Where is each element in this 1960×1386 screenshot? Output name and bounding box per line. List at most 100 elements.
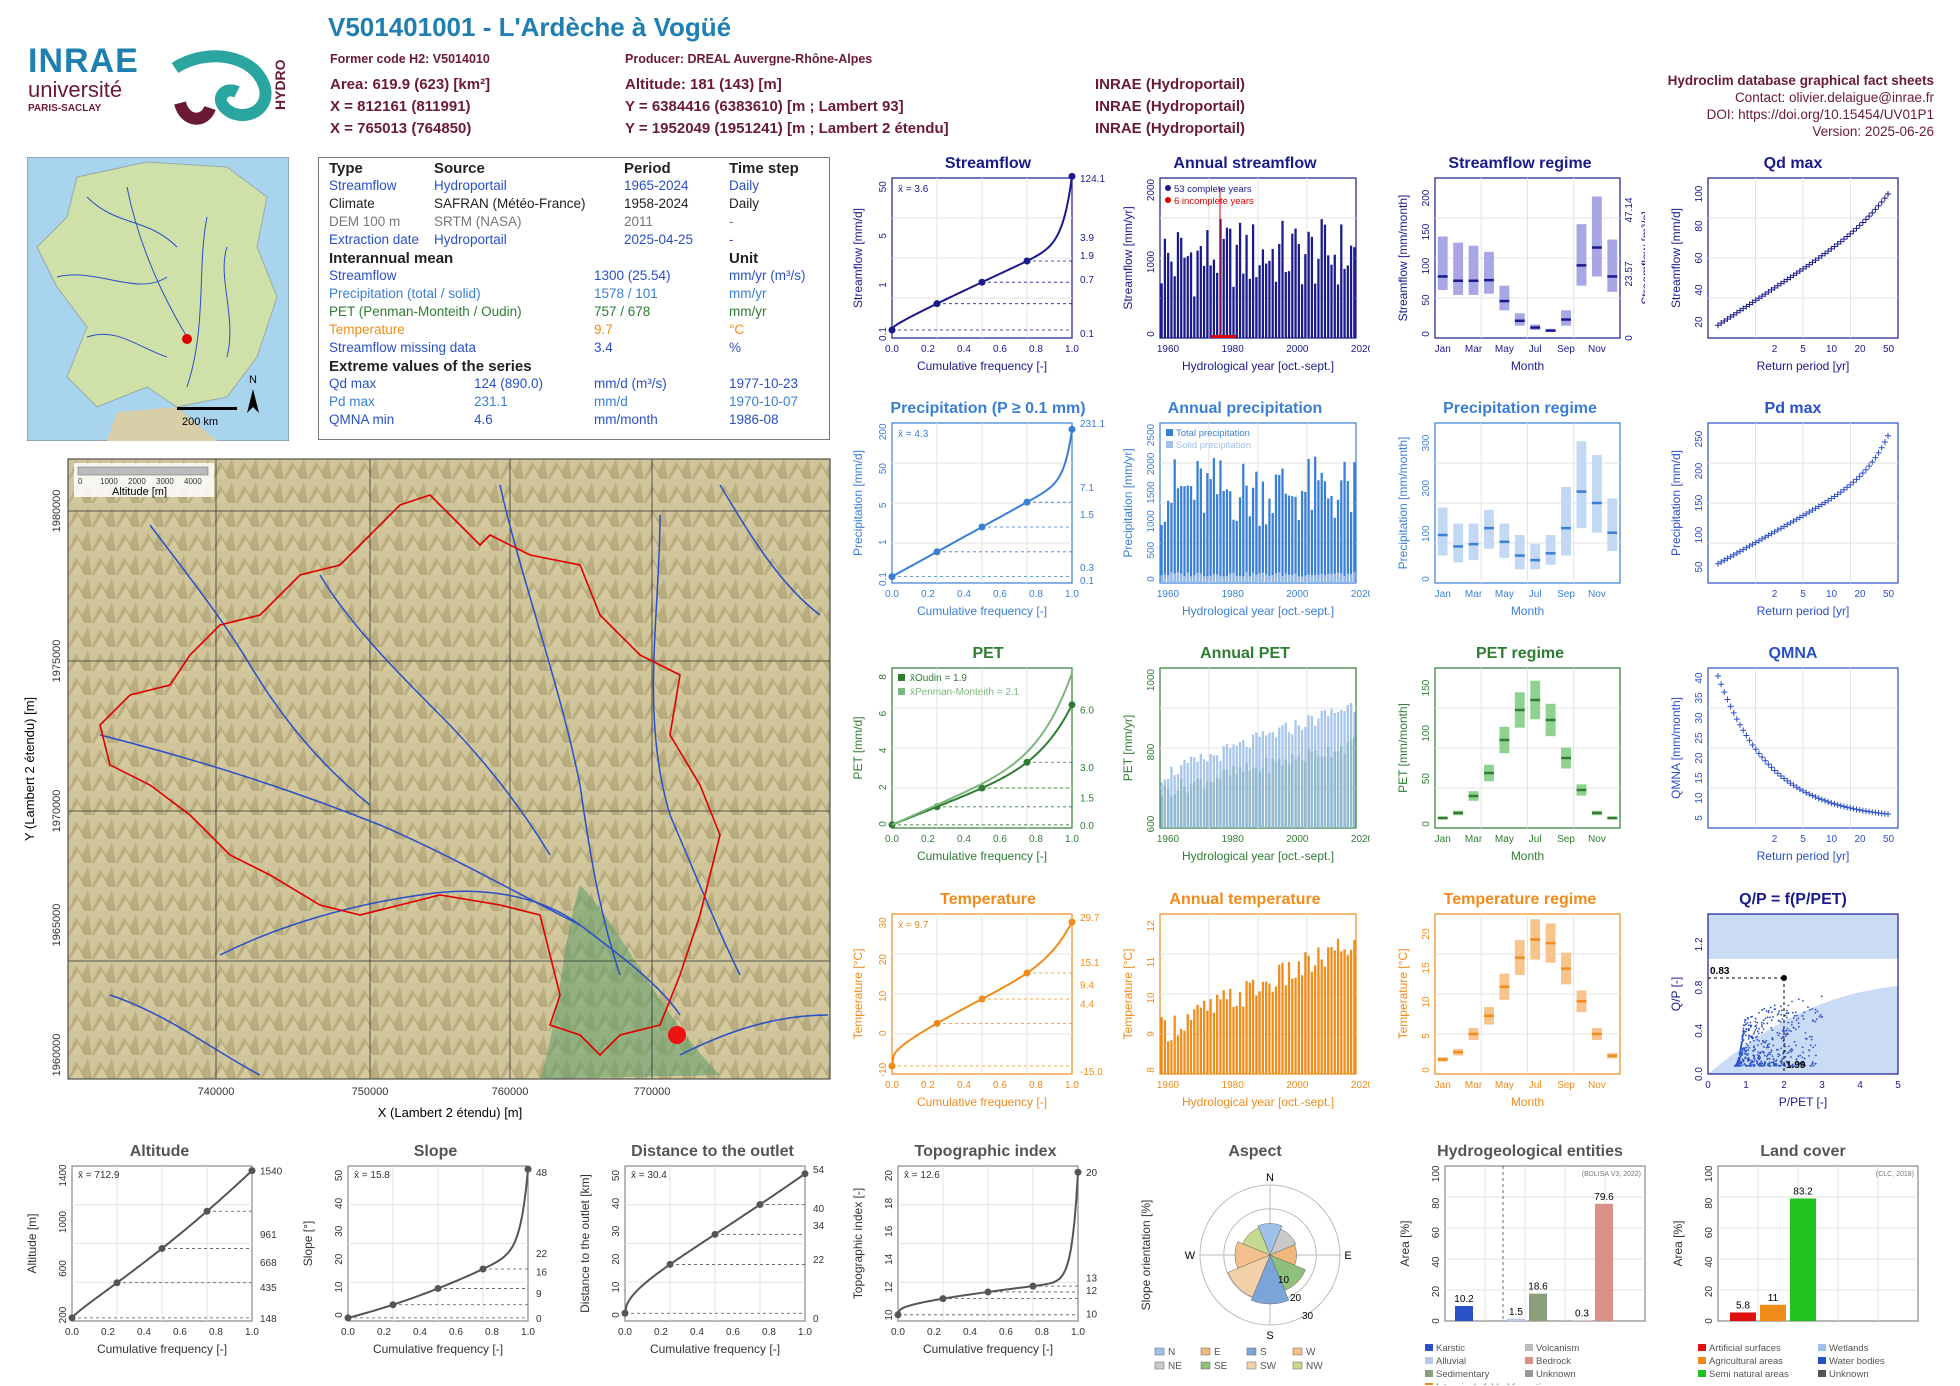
annual_streamflow-title: Annual streamflow bbox=[1173, 155, 1317, 172]
x-axis-label: Cumulative frequency [-] bbox=[97, 1342, 227, 1356]
qp-point bbox=[1773, 1004, 1776, 1007]
y-tick-label: 60 bbox=[1704, 1227, 1715, 1239]
x-tick-label: 1.0 bbox=[245, 1327, 259, 1338]
area: Area: 619.9 (623) [km²] bbox=[330, 76, 491, 93]
mean-label: x̄ = 12.6 bbox=[904, 1170, 940, 1181]
annual-bar-secondary bbox=[1291, 734, 1294, 828]
map-ytick: 1965000 bbox=[51, 904, 63, 947]
station-marker bbox=[182, 334, 192, 344]
regime-box bbox=[1561, 310, 1571, 326]
annual-bar bbox=[1346, 265, 1349, 338]
mean-label: x̄ = 9.7 bbox=[898, 920, 929, 931]
y-tick-label: 0 bbox=[1421, 821, 1432, 827]
doi-link[interactable]: DOI: https://doi.org/10.15454/UV01P1 bbox=[1706, 107, 1934, 122]
regime-box bbox=[1545, 535, 1556, 565]
annual-bar-secondary bbox=[1238, 575, 1242, 583]
x-axis-label: Cumulative frequency [-] bbox=[917, 1095, 1047, 1109]
qp-point bbox=[1760, 1060, 1763, 1062]
x-tick-label: Sep bbox=[1557, 589, 1575, 600]
y-tick-label: 0 bbox=[1421, 331, 1432, 337]
annual-bar-secondary bbox=[1180, 765, 1183, 828]
annual-bar-secondary bbox=[1222, 745, 1225, 828]
x-tick-label: 1960 bbox=[1157, 344, 1180, 355]
x-tick-label: 0.6 bbox=[449, 1327, 463, 1338]
qp-point bbox=[1775, 1059, 1778, 1062]
rp-point bbox=[1746, 737, 1753, 744]
qp-point bbox=[1756, 1030, 1759, 1033]
x-tick-label: 10 bbox=[1826, 834, 1838, 845]
y-tick-label: 20 bbox=[878, 954, 889, 966]
mean-label: x̄ = 15.8 bbox=[354, 1170, 390, 1181]
y-axis-label: Precipitation [mm/month] bbox=[1396, 437, 1410, 570]
qp-lower-zone bbox=[1708, 986, 1898, 1074]
annual-bar bbox=[1304, 952, 1307, 1074]
annual-bar bbox=[1222, 238, 1225, 338]
annual-bar-secondary bbox=[1235, 745, 1238, 828]
annual-bar-secondary bbox=[1167, 575, 1170, 583]
qp-point bbox=[1779, 1020, 1782, 1023]
db-title: Hydroclim database graphical fact sheets bbox=[1667, 73, 1934, 88]
rp-point bbox=[1746, 543, 1753, 550]
right-tick-label: 231.1 bbox=[1080, 419, 1105, 430]
annual-bar-secondary bbox=[1160, 575, 1163, 583]
annual-bar bbox=[1346, 481, 1349, 583]
qp-point bbox=[1747, 1064, 1750, 1067]
x-tick-label: 0.2 bbox=[921, 589, 935, 600]
aspect-sector bbox=[1257, 1223, 1283, 1256]
rp-point bbox=[1815, 503, 1822, 510]
qp-point bbox=[1738, 1064, 1741, 1067]
annual-bar bbox=[1268, 983, 1271, 1074]
annual-bar-secondary bbox=[1274, 573, 1278, 583]
aspect-legend-item: W bbox=[1306, 1347, 1316, 1358]
y-tick-label: 200 bbox=[878, 423, 889, 440]
qp-point bbox=[1743, 1021, 1746, 1024]
annual-bar bbox=[1183, 486, 1186, 583]
qp-point bbox=[1780, 1047, 1783, 1050]
bar-value-label: 0.3 bbox=[1575, 1309, 1589, 1320]
y-tick-label: 16 bbox=[884, 1225, 895, 1237]
right-tick-label: 7.1 bbox=[1080, 483, 1094, 494]
outlet-marker bbox=[668, 1026, 686, 1044]
altitude-point bbox=[248, 1167, 256, 1175]
annual-bar bbox=[1242, 1006, 1245, 1074]
aspect-title: Aspect bbox=[1228, 1143, 1282, 1160]
aspect-ring-label: 20 bbox=[1290, 1293, 1302, 1304]
pet-title: PET bbox=[972, 645, 1003, 662]
annual-bar-secondary bbox=[1307, 715, 1310, 828]
y-tick-label: 0 bbox=[611, 1312, 622, 1318]
category-legend-item: Bedrock bbox=[1536, 1356, 1571, 1367]
rp-point bbox=[1721, 689, 1728, 696]
annual-bar bbox=[1317, 947, 1320, 1074]
aspect-legend-item: NW bbox=[1306, 1361, 1323, 1372]
annual-bar bbox=[1258, 991, 1261, 1074]
annual-bar-secondary bbox=[1209, 754, 1212, 828]
annual-bar-secondary bbox=[1163, 779, 1167, 828]
qp-point bbox=[1812, 1065, 1815, 1067]
annual-bar-secondary bbox=[1206, 576, 1209, 583]
rp-point bbox=[1862, 216, 1869, 223]
rp-point bbox=[1806, 261, 1813, 268]
distance-chart: Distance to the outlet 54 40 34 22 0 0 10 20 30 40… bbox=[578, 1143, 825, 1356]
right-tick-label: 3.0 bbox=[1080, 763, 1094, 774]
y-tick-label: 100 bbox=[1694, 185, 1705, 202]
qp-point bbox=[1759, 1063, 1762, 1066]
legend-item: 53 complete years bbox=[1174, 184, 1252, 195]
y-tick-label: 10 bbox=[1694, 792, 1705, 804]
x-tick-label: 2000 bbox=[1286, 589, 1309, 600]
qp-point bbox=[1778, 1054, 1781, 1056]
contact: Contact: olivier.delaigue@inrae.fr bbox=[1734, 90, 1934, 105]
category-legend-item: Unknown bbox=[1536, 1369, 1576, 1380]
source-note: (CLC, 2018) bbox=[1876, 1171, 1914, 1178]
rp-point bbox=[1812, 505, 1819, 512]
annual-bar bbox=[1323, 966, 1327, 1074]
y-tick-label: 20 bbox=[611, 1253, 622, 1265]
annual-bar bbox=[1330, 264, 1333, 338]
annual-bar bbox=[1333, 517, 1336, 583]
precipitation-title: Precipitation (P ≥ 0.1 mm) bbox=[890, 400, 1085, 417]
catchment-map: 0 1000 2000 3000 4000 Altitude [m] 74000… bbox=[22, 458, 831, 1120]
right-tick-label: 20 bbox=[1086, 1168, 1098, 1179]
qp-point bbox=[1743, 1032, 1746, 1035]
category-bar bbox=[1790, 1198, 1816, 1321]
annual-bar bbox=[1186, 485, 1189, 583]
